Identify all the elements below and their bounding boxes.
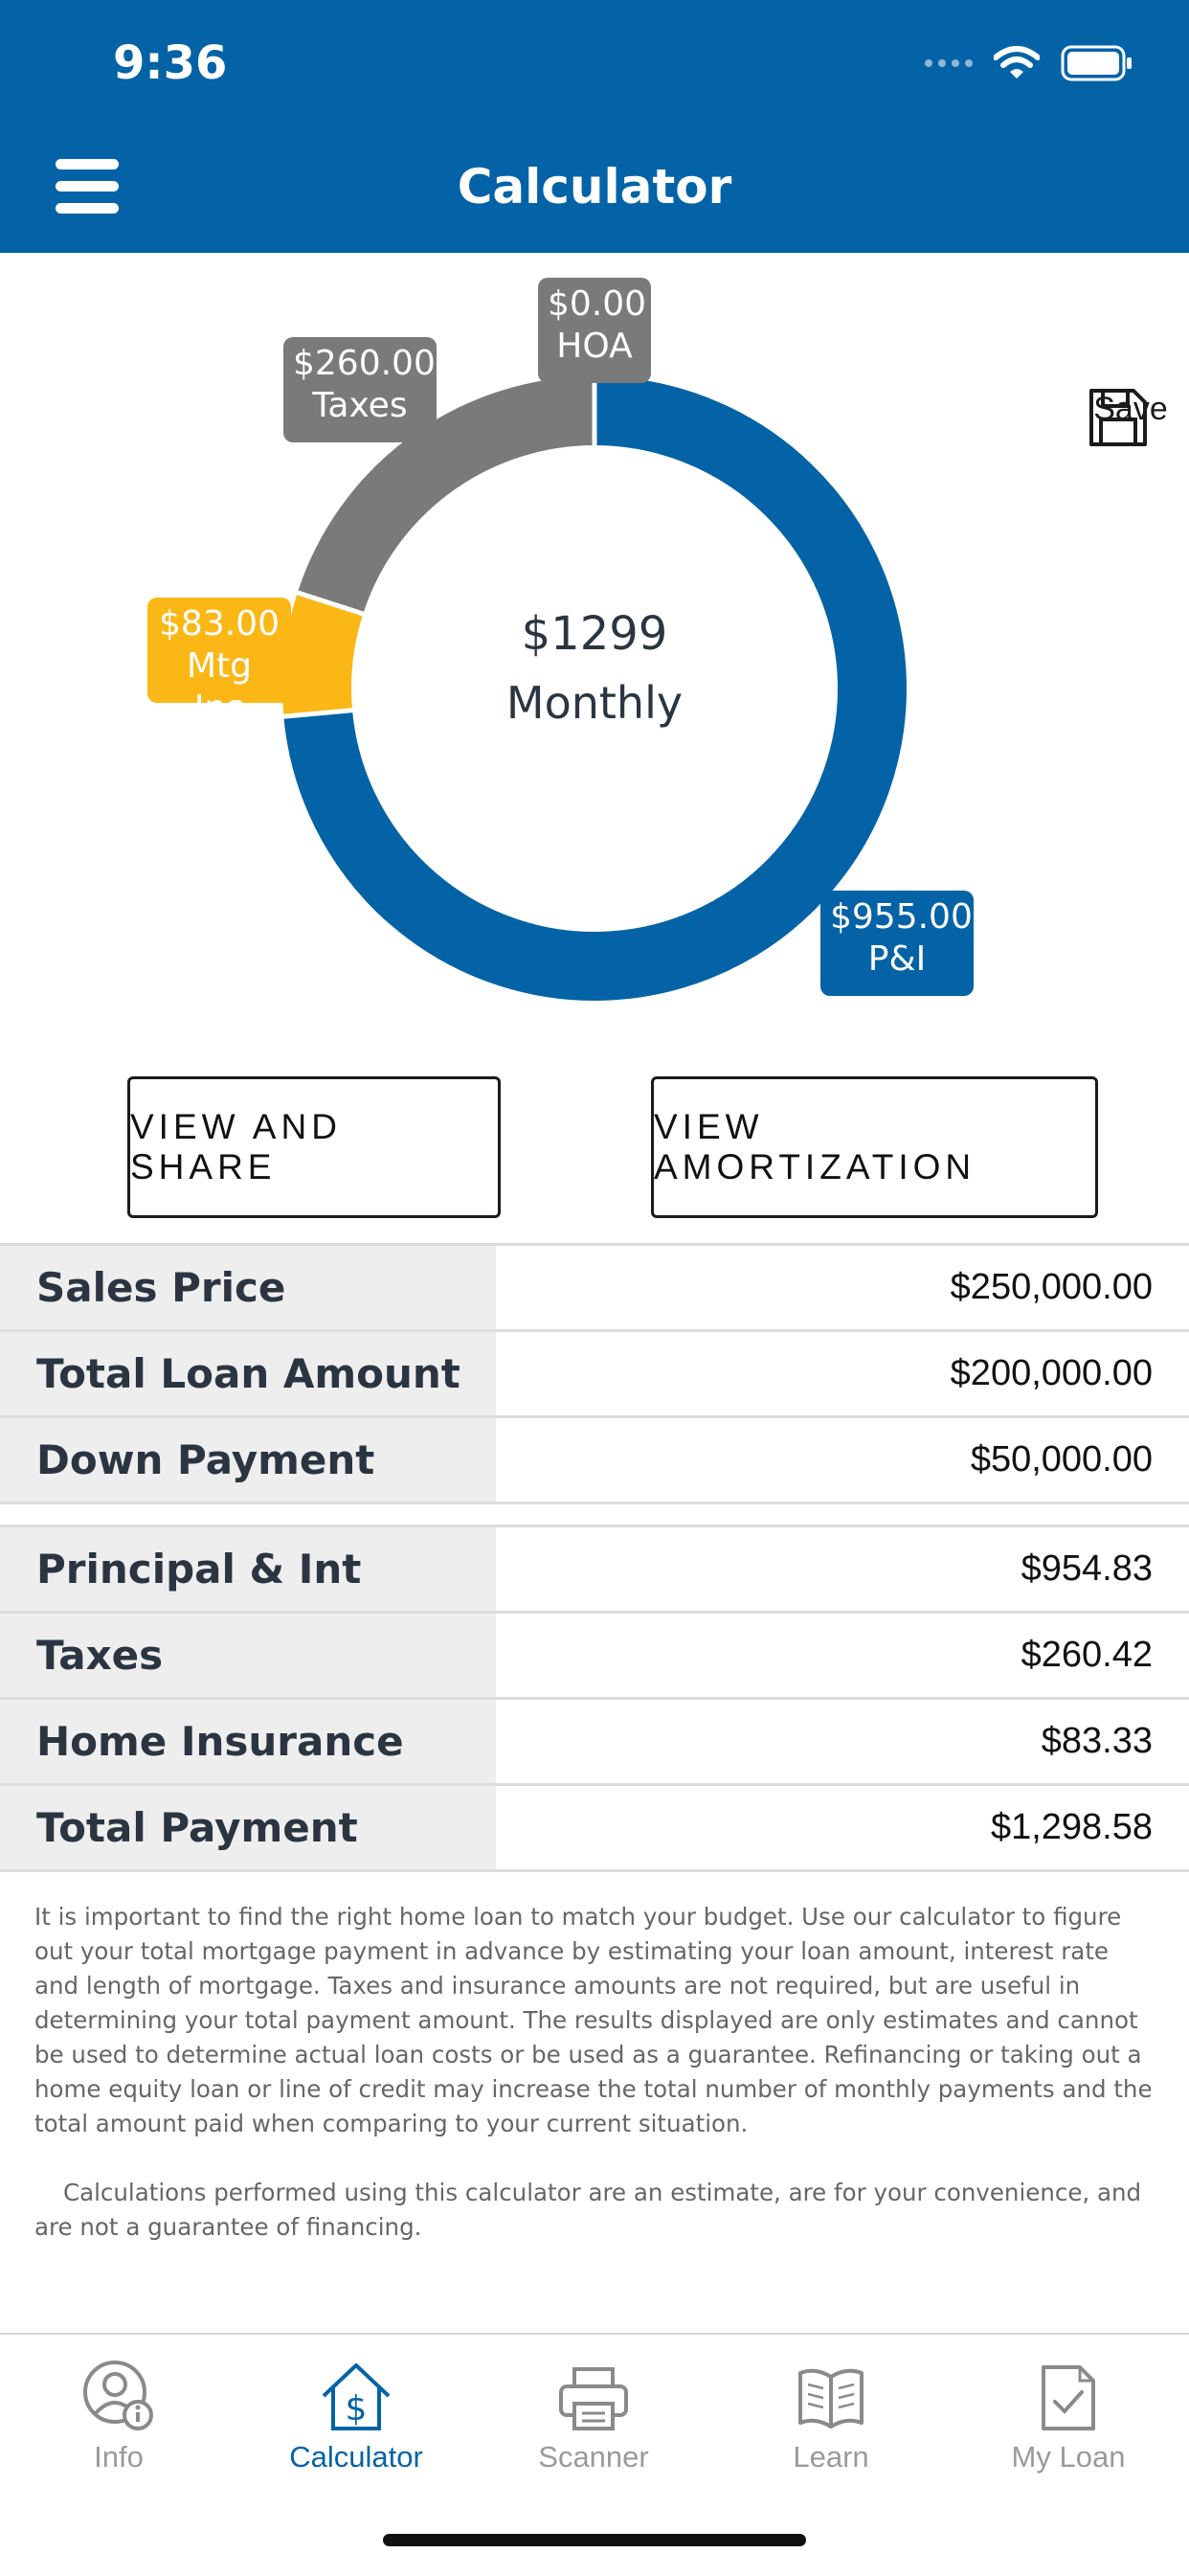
pi-segment	[283, 376, 907, 1001]
view-amortization-button[interactable]: VIEW AMORTIZATION	[651, 1076, 1098, 1218]
monthly-label: Monthly	[505, 677, 684, 729]
status-time: 9:36	[113, 36, 228, 90]
loan-summary-table: Sales Price $250,000.00 Total Loan Amoun…	[0, 1243, 1189, 1504]
segment-separator	[281, 708, 355, 719]
tab-scanner[interactable]: Scanner	[475, 2356, 712, 2474]
cellular-signal-icon	[925, 59, 973, 67]
table-row: Total Loan Amount $200,000.00	[0, 1332, 1189, 1418]
principal-int-value[interactable]: $954.83	[1021, 1548, 1153, 1589]
taxes-callout: $260.00 Taxes	[283, 337, 437, 442]
total-payment-value: $1,298.58	[990, 1807, 1153, 1847]
taxes-segment	[297, 376, 595, 615]
taxes-amount: $260.00	[293, 344, 436, 383]
mtg-ins-amount: $83.00	[159, 604, 280, 644]
total-loan-amount-value[interactable]: $200,000.00	[950, 1353, 1153, 1393]
row-label: Taxes	[0, 1614, 496, 1697]
table-row: Taxes $260.42	[0, 1614, 1189, 1700]
app-header: 9:36 Calculator	[0, 0, 1189, 253]
disclaimer: It is important to find the right home l…	[34, 1900, 1155, 2279]
pi-label: P&I	[867, 939, 927, 979]
row-label: Home Insurance	[0, 1700, 496, 1783]
tab-calculator[interactable]: $ Calculator	[237, 2356, 475, 2474]
menu-icon[interactable]	[56, 159, 123, 215]
taxes-label: Taxes	[312, 386, 408, 425]
save-button[interactable]: Save	[1088, 387, 1174, 446]
hoa-callout: $0.00 HOA	[538, 278, 651, 383]
mtg-ins-label: Mtg Ins	[186, 646, 253, 728]
payment-donut	[281, 374, 907, 1001]
donut-center: $1299 Monthly	[403, 607, 786, 730]
document-check-icon	[1042, 2365, 1095, 2430]
mtg-ins-callout: $83.00 Mtg Ins	[147, 598, 291, 728]
taxes-value[interactable]: $260.42	[1021, 1635, 1153, 1675]
disclaimer-paragraph: Calculations performed using this calcul…	[34, 2179, 1142, 2241]
wifi-icon	[994, 46, 1040, 79]
table-row: Down Payment $50,000.00	[0, 1418, 1189, 1504]
row-label: Total Payment	[0, 1786, 496, 1869]
monthly-amount: $1299	[521, 607, 668, 661]
pi-amount: $955.00	[830, 897, 973, 937]
row-label: Total Loan Amount	[0, 1332, 496, 1415]
tab-label: Scanner	[538, 2440, 649, 2474]
page-title: Calculator	[457, 159, 732, 215]
disclaimer-paragraph: It is important to find the right home l…	[34, 1903, 1153, 2137]
table-row: Home Insurance $83.33	[0, 1700, 1189, 1786]
tab-bar: Info $ Calculator Scanner	[0, 2333, 1189, 2576]
hoa-amount: $0.00	[548, 284, 647, 324]
tab-info[interactable]: Info	[0, 2356, 237, 2474]
payment-summary-table: Principal & Int $954.83 Taxes $260.42 Ho…	[0, 1525, 1189, 1872]
view-and-share-button[interactable]: VIEW AND SHARE	[127, 1076, 501, 1218]
house-dollar-icon: $	[322, 2363, 391, 2430]
mtg-ins-segment	[282, 592, 364, 717]
battery-icon	[1061, 45, 1132, 81]
table-row: Sales Price $250,000.00	[0, 1246, 1189, 1332]
tab-label: Learn	[793, 2440, 869, 2474]
down-payment-value[interactable]: $50,000.00	[970, 1439, 1153, 1480]
table-row: Total Payment $1,298.58	[0, 1786, 1189, 1872]
open-book-icon	[798, 2368, 864, 2429]
tab-learn[interactable]: Learn	[712, 2356, 950, 2474]
table-row: Principal & Int $954.83	[0, 1527, 1189, 1614]
row-label: Sales Price	[0, 1246, 496, 1329]
sales-price-value[interactable]: $250,000.00	[950, 1267, 1153, 1307]
home-insurance-value[interactable]: $83.33	[1041, 1721, 1153, 1761]
status-icons	[925, 42, 1133, 84]
tab-label: Calculator	[289, 2440, 423, 2474]
segment-separator	[295, 589, 366, 617]
user-info-icon	[83, 2361, 153, 2430]
printer-icon	[559, 2367, 628, 2430]
tab-label: My Loan	[1011, 2440, 1126, 2474]
row-label: Principal & Int	[0, 1527, 496, 1611]
hoa-label: HOA	[556, 327, 633, 366]
svg-text:$: $	[346, 2389, 368, 2429]
home-indicator	[383, 2534, 806, 2546]
pi-callout: $955.00 P&I	[820, 891, 974, 996]
tab-label: Info	[94, 2440, 144, 2474]
tab-my-loan[interactable]: My Loan	[950, 2356, 1187, 2474]
row-label: Down Payment	[0, 1418, 496, 1502]
payment-breakdown-chart: $1299 Monthly $0.00 HOA $260.00 Taxes $8…	[0, 253, 1189, 1038]
save-icon	[1089, 389, 1147, 446]
